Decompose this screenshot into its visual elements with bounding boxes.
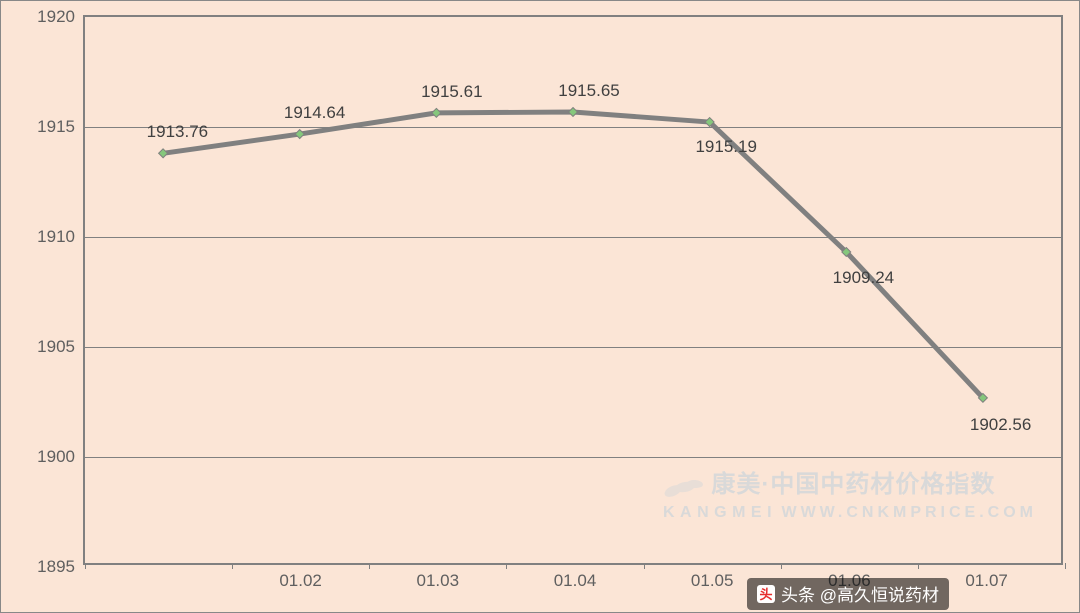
data-marker xyxy=(569,108,578,117)
data-label: 1915.61 xyxy=(421,82,482,102)
data-marker xyxy=(159,149,168,158)
data-label: 1915.65 xyxy=(558,81,619,101)
x-tick-label: 01.03 xyxy=(417,571,460,591)
x-tick-label: 01.07 xyxy=(965,571,1008,591)
x-tick-mark xyxy=(781,563,782,569)
data-marker xyxy=(432,108,441,117)
y-tick-label: 1900 xyxy=(37,447,75,467)
data-marker xyxy=(295,130,304,139)
y-tick-label: 1895 xyxy=(37,557,75,577)
x-tick-label: 01.04 xyxy=(554,571,597,591)
y-tick-label: 1910 xyxy=(37,227,75,247)
x-tick-label: 01.02 xyxy=(279,571,322,591)
data-label: 1902.56 xyxy=(970,415,1031,435)
gridline xyxy=(85,457,1061,458)
plot-area: 18951900190519101915192001.0201.0301.040… xyxy=(83,15,1063,565)
data-label: 1913.76 xyxy=(147,122,208,142)
y-tick-label: 1915 xyxy=(37,117,75,137)
data-label: 1909.24 xyxy=(833,268,894,288)
gridline xyxy=(85,127,1061,128)
gridline xyxy=(85,237,1061,238)
x-tick-mark xyxy=(232,563,233,569)
attribution-text: 头条 @高久恒说药材 xyxy=(781,581,939,606)
x-tick-label: 01.05 xyxy=(691,571,734,591)
x-tick-mark xyxy=(1065,563,1066,569)
x-tick-mark xyxy=(369,563,370,569)
y-tick-label: 1920 xyxy=(37,7,75,27)
data-label: 1914.64 xyxy=(284,103,345,123)
attribution-pill: 头 头条 @高久恒说药材 xyxy=(747,578,949,610)
x-tick-mark xyxy=(644,563,645,569)
x-tick-mark xyxy=(506,563,507,569)
data-label: 1915.19 xyxy=(695,137,756,157)
y-tick-label: 1905 xyxy=(37,337,75,357)
gridline xyxy=(85,347,1061,348)
toutiao-icon: 头 xyxy=(757,585,775,603)
x-tick-mark xyxy=(918,563,919,569)
chart-outer: 1895 1900 1905 1910 1915 1920 01.02 01.03 01.04 0… xyxy=(0,0,1080,613)
x-tick-mark xyxy=(85,563,86,569)
